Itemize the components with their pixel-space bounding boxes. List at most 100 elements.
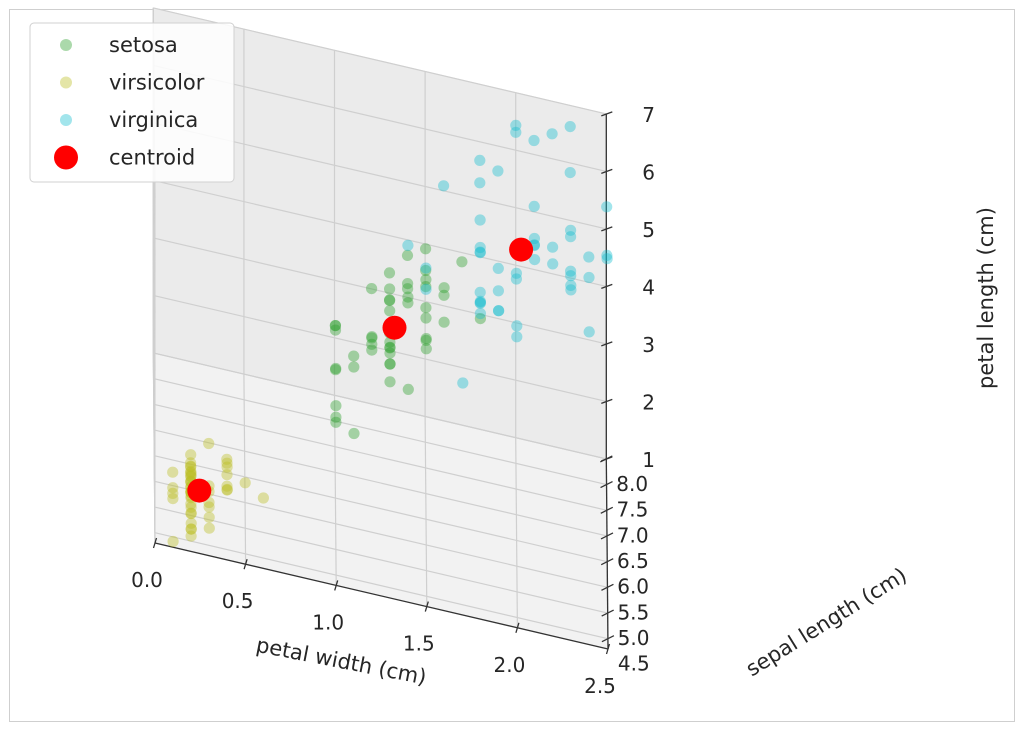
x-tick (424, 601, 429, 612)
z-tick-label: 4 (642, 275, 655, 299)
legend: setosa virsicolor virginica centroid (29, 22, 235, 183)
data-point-setosa (456, 256, 468, 268)
data-point-virsicolor (203, 501, 215, 513)
data-point-virginica (492, 262, 504, 274)
z-tick-label: 1 (642, 448, 655, 472)
data-point-virsicolor (185, 468, 197, 480)
data-point-virginica (474, 295, 486, 307)
z-tick-label: 5 (642, 218, 655, 242)
z-tick (601, 341, 613, 347)
data-point-virginica (583, 326, 595, 338)
data-point-virsicolor (185, 523, 197, 535)
data-point-setosa (330, 416, 342, 428)
data-point-virsicolor (167, 466, 179, 478)
data-point-virsicolor (239, 477, 251, 489)
data-point-virginica (510, 273, 522, 285)
data-point-virsicolor (167, 482, 179, 494)
centroid-point (187, 478, 212, 503)
legend-label-centroid: centroid (109, 146, 195, 170)
data-point-virginica (546, 128, 558, 140)
data-point-setosa (420, 264, 432, 277)
legend-box (29, 22, 235, 183)
data-point-setosa (438, 289, 450, 301)
data-point-virginica (528, 200, 540, 212)
data-point-setosa (401, 249, 414, 261)
z-tick-label: 2 (642, 390, 655, 414)
z-tick (601, 283, 613, 290)
data-point-virginica (474, 246, 486, 258)
grid-line-y (153, 429, 608, 537)
x-axis-line (154, 542, 609, 650)
z-tick (601, 226, 613, 232)
z-tick-label: 7 (642, 103, 655, 127)
data-point-virsicolor (185, 460, 197, 472)
data-point-virginica (457, 377, 469, 389)
data-point-virginica (402, 239, 414, 251)
data-point-virginica (493, 305, 505, 317)
data-point-virginica (492, 285, 504, 297)
data-point-setosa (366, 344, 378, 356)
data-point-setosa (366, 283, 378, 295)
data-point-virginica (420, 262, 432, 274)
data-point-virginica (565, 231, 577, 243)
data-point-setosa (384, 358, 396, 370)
data-point-setosa (402, 283, 414, 295)
data-point-setosa (329, 320, 341, 332)
data-point-setosa (366, 338, 378, 350)
data-point-setosa (420, 302, 432, 314)
legend-label-setosa: setosa (109, 33, 178, 57)
x-tick (243, 559, 248, 570)
data-point-setosa (438, 282, 450, 294)
grid-line-y (154, 506, 608, 614)
grid-line-z (153, 294, 607, 402)
data-point-virginica (601, 201, 613, 213)
y-tick-label: 6.0 (617, 575, 649, 599)
data-point-virginica (583, 271, 595, 284)
data-point-setosa (348, 361, 360, 373)
data-point-virginica (474, 297, 486, 309)
x-tick-label: 0.0 (131, 568, 163, 592)
data-point-setosa (420, 343, 432, 355)
data-point-virginica (528, 134, 540, 147)
data-point-virsicolor (185, 457, 197, 469)
y-tick (600, 532, 614, 540)
grid-line-z (153, 179, 607, 287)
data-point-virginica (565, 284, 577, 296)
data-point-virginica (474, 177, 486, 189)
data-point-virginica (565, 270, 577, 282)
y-tick-label: 5.0 (618, 626, 650, 650)
y-tick (601, 583, 614, 591)
data-point-setosa (420, 243, 432, 255)
legend-label-virginica: virginica (109, 108, 198, 132)
y-axis-label: sepal length (cm) (742, 563, 911, 681)
data-point-virginica (547, 241, 559, 253)
grid-line-x (333, 395, 337, 586)
z-tick (601, 398, 613, 405)
data-point-virginica (510, 126, 522, 138)
grid-line-y (153, 378, 607, 486)
data-point-virginica (510, 267, 522, 279)
data-point-setosa (402, 383, 414, 395)
y-tick-label: 4.5 (618, 652, 650, 676)
x-tick (152, 537, 158, 549)
y-axis-line (605, 458, 609, 650)
data-point-virsicolor (185, 507, 197, 519)
data-point-setosa (366, 332, 378, 344)
data-points (167, 119, 613, 548)
data-point-virginica (511, 331, 523, 343)
data-point-setosa (420, 312, 432, 324)
data-point-virsicolor (167, 493, 179, 505)
grid-line-x (515, 437, 519, 628)
data-point-virginica (601, 249, 613, 261)
data-point-virsicolor (185, 449, 197, 461)
data-point-virsicolor (221, 457, 233, 469)
grid-line-z (153, 237, 607, 345)
data-point-setosa (384, 342, 396, 354)
data-point-setosa (384, 341, 396, 353)
data-point-setosa (384, 294, 396, 306)
z-tick-label: 3 (642, 333, 655, 357)
data-point-virginica (547, 258, 559, 270)
data-point-setosa (420, 281, 432, 293)
data-point-setosa (384, 294, 396, 307)
